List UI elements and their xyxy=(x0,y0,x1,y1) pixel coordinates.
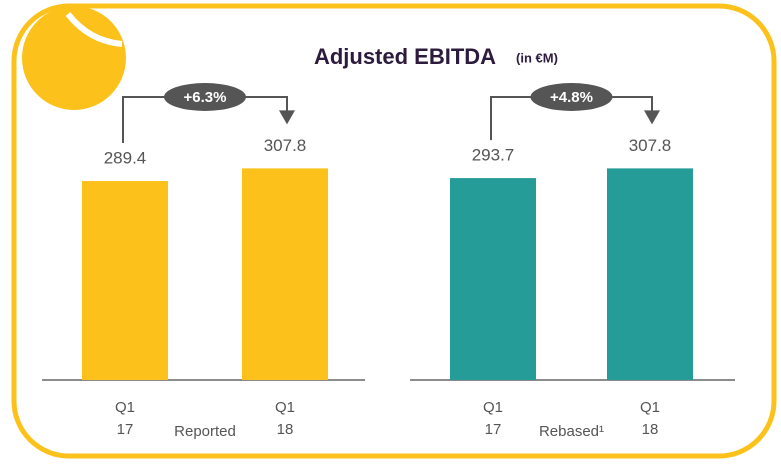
x-axis-label: Reported xyxy=(174,423,236,440)
change-pill xyxy=(164,83,246,111)
x-tick-line: Q1 xyxy=(275,399,295,416)
change-label: +4.8% xyxy=(550,89,593,106)
value-label: 307.8 xyxy=(629,136,672,155)
x-tick-label: Q1 18 xyxy=(275,399,295,438)
chart-subtitle: (in €M) xyxy=(516,50,558,65)
logo-curve xyxy=(65,12,123,47)
value-label: 307.8 xyxy=(264,136,307,155)
logo xyxy=(22,6,126,110)
bar xyxy=(450,178,536,380)
x-tick-line: Q1 xyxy=(115,399,135,416)
change-pill xyxy=(530,83,613,111)
x-tick-line: 17 xyxy=(117,421,134,438)
frame xyxy=(11,3,777,459)
x-axis-label: Rebased¹ xyxy=(539,423,604,440)
x-tick-line: Q1 xyxy=(640,399,660,416)
x-tick-line: Q1 xyxy=(483,399,503,416)
change-arrow xyxy=(279,110,295,125)
x-tick-label: Q1 17 xyxy=(483,399,503,438)
bar xyxy=(242,168,328,380)
x-tick-label: Q1 18 xyxy=(640,399,660,438)
change-label: +6.3% xyxy=(184,89,227,106)
value-label: 293.7 xyxy=(472,146,515,165)
change-arrow xyxy=(644,110,660,125)
x-tick-line: 18 xyxy=(277,421,294,438)
x-tick-line: 18 xyxy=(642,421,659,438)
bar xyxy=(607,168,693,380)
value-label: 289.4 xyxy=(104,149,147,168)
bar xyxy=(82,181,168,380)
chart-title: Adjusted EBITDA xyxy=(314,44,496,69)
x-tick-label: Q1 17 xyxy=(115,399,135,438)
x-tick-line: 17 xyxy=(485,421,502,438)
